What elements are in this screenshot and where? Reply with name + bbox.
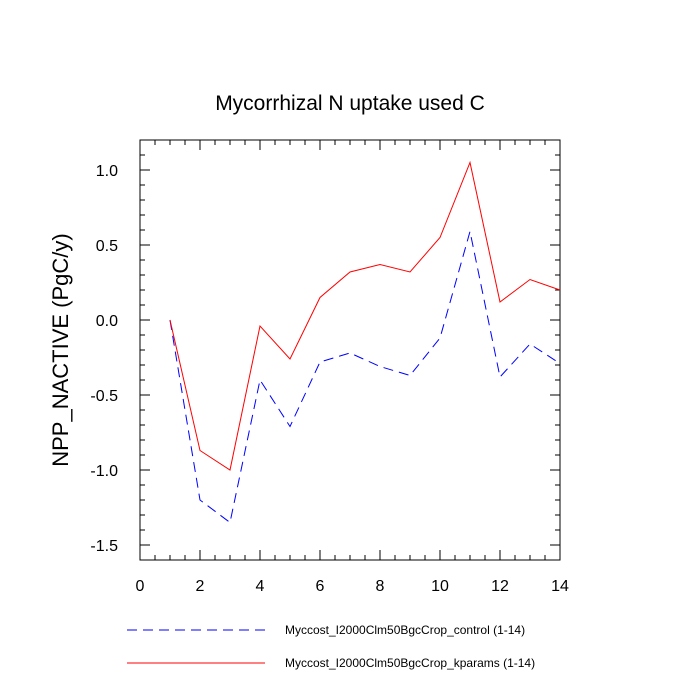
x-tick-label: 8 — [376, 578, 385, 595]
series-line-2 — [169, 160, 561, 471]
x-tick-label: 6 — [316, 578, 325, 595]
series-lines — [169, 160, 561, 524]
y-tick-label: -1.5 — [90, 538, 118, 555]
x-tick-label: 10 — [431, 578, 449, 595]
legend: Myccost_I2000Clm50BgcCrop_control (1-14)… — [127, 623, 535, 670]
y-tick-label: -0.5 — [90, 388, 118, 405]
y-axis-label: NPP_NACTIVE (PgC/y) — [48, 233, 73, 467]
y-tick-label: 1.0 — [96, 163, 118, 180]
y-tick-label: 0.0 — [96, 313, 118, 330]
x-tick-label: 12 — [491, 578, 509, 595]
axis-ticks — [139, 139, 561, 561]
x-tick-labels: 0 2 4 6 8 10 12 14 — [136, 578, 569, 595]
x-tick-label: 4 — [256, 578, 265, 595]
x-tick-label: 14 — [551, 578, 569, 595]
plot-frame — [139, 139, 561, 561]
y-tick-label: -1.0 — [90, 463, 118, 480]
series-line-1 — [169, 231, 561, 524]
legend-label-1: Myccost_I2000Clm50BgcCrop_control (1-14) — [285, 623, 525, 637]
x-tick-label: 0 — [136, 578, 145, 595]
y-tick-labels: -1.5 -1.0 -0.5 0.0 0.5 1.0 — [90, 163, 118, 555]
chart-title: Mycorrhizal N uptake used C — [215, 92, 485, 115]
y-tick-label: 0.5 — [96, 238, 118, 255]
x-tick-label: 2 — [196, 578, 205, 595]
legend-label-2: Myccost_I2000Clm50BgcCrop_kparams (1-14) — [285, 656, 535, 670]
